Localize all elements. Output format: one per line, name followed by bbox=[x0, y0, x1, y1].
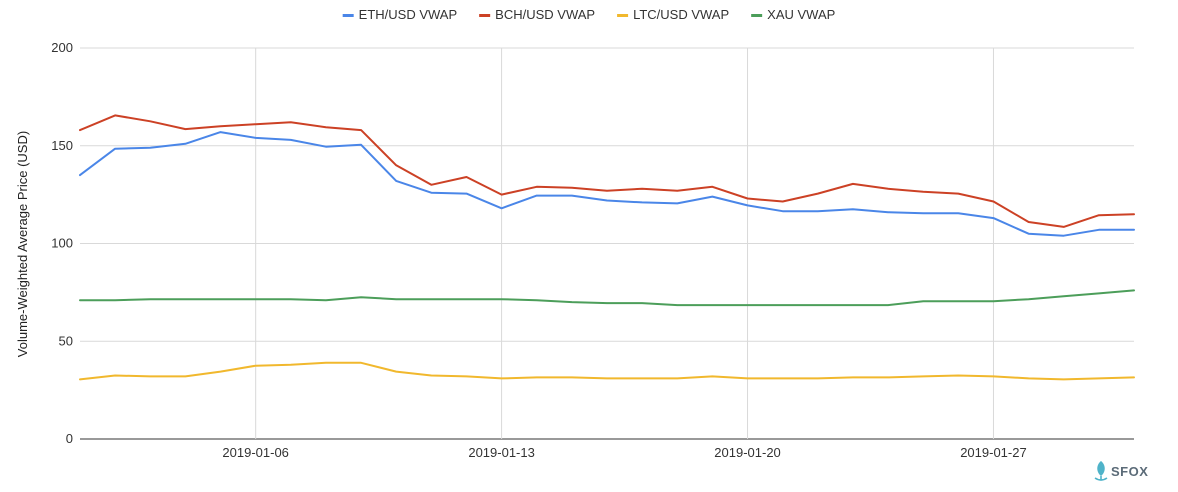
series-line-2 bbox=[79, 361, 1135, 381]
y-tick-label: 150 bbox=[51, 138, 73, 153]
y-tick-label: 0 bbox=[66, 431, 73, 446]
legend-label: XAU VWAP bbox=[767, 7, 835, 22]
y-axis-title: Volume-Weighted Average Price (USD) bbox=[15, 131, 30, 357]
legend-item-0[interactable]: ETH/USD VWAP bbox=[342, 7, 457, 22]
legend-swatch bbox=[617, 14, 629, 17]
legend-swatch bbox=[751, 14, 763, 17]
legend-label: LTC/USD VWAP bbox=[633, 7, 729, 22]
sfox-logo: SFOX bbox=[1094, 461, 1148, 481]
series-line-1 bbox=[79, 114, 1135, 228]
legend-swatch bbox=[342, 14, 354, 17]
x-tick-label: 2019-01-06 bbox=[222, 445, 289, 460]
series-line-0 bbox=[79, 131, 1135, 237]
legend: ETH/USD VWAP BCH/USD VWAP LTC/USD VWAP XAU … bbox=[342, 7, 835, 22]
y-tick-label: 200 bbox=[51, 40, 73, 55]
logo-text: SFOX bbox=[1111, 464, 1148, 479]
legend-item-2[interactable]: LTC/USD VWAP bbox=[617, 7, 729, 22]
series-lines bbox=[79, 114, 1135, 381]
y-axis: 0 50 100 150 200 bbox=[51, 40, 73, 446]
y-tick-label: 100 bbox=[51, 236, 73, 251]
legend-item-3[interactable]: XAU VWAP bbox=[751, 7, 835, 22]
legend-item-1[interactable]: BCH/USD VWAP bbox=[479, 7, 595, 22]
legend-label: BCH/USD VWAP bbox=[495, 7, 595, 22]
gridlines bbox=[80, 47, 1134, 440]
y-tick-label: 50 bbox=[59, 333, 73, 348]
x-tick-label: 2019-01-20 bbox=[714, 445, 781, 460]
sfox-leaf-icon bbox=[1094, 461, 1108, 481]
legend-swatch bbox=[479, 14, 491, 17]
x-axis: 2019-01-06 2019-01-13 2019-01-20 2019-01-27 bbox=[222, 445, 1026, 460]
legend-label: ETH/USD VWAP bbox=[359, 7, 457, 22]
series-line-3 bbox=[79, 289, 1135, 307]
x-tick-label: 2019-01-13 bbox=[468, 445, 535, 460]
x-tick-label: 2019-01-27 bbox=[960, 445, 1027, 460]
